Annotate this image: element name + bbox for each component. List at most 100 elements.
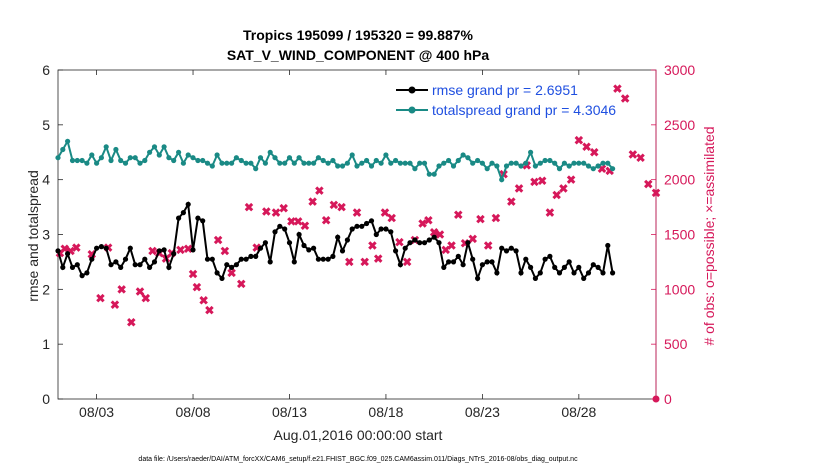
obs-marker-stroke	[352, 208, 362, 217]
y-right-tick-label: 1500	[664, 227, 695, 243]
obs-assimilated-marker	[300, 221, 310, 230]
totalspread-point	[84, 160, 90, 166]
obs-assimilated-marker	[476, 214, 485, 224]
y-left-tick-label: 6	[42, 62, 50, 78]
totalspread-point	[508, 160, 514, 166]
y-left-tick-label: 0	[42, 391, 50, 407]
obs-assimilated-marker	[613, 84, 622, 93]
totalspread-point	[69, 157, 76, 164]
rmse-point	[306, 247, 312, 253]
rmse-point	[84, 270, 90, 276]
obs-marker-stroke	[373, 254, 383, 263]
rmse-point	[441, 264, 447, 270]
rmse-point	[195, 215, 201, 221]
obs-marker-stroke	[213, 235, 223, 245]
rmse-point	[113, 259, 119, 265]
totalspread-point	[315, 155, 321, 161]
totalspread-point	[460, 152, 466, 158]
x-tick-label: 08/03	[79, 404, 114, 420]
obs-marker-stroke	[117, 285, 126, 294]
totalspread-point	[503, 163, 510, 169]
rmse-point	[503, 248, 510, 254]
totalspread-point	[556, 166, 563, 172]
obs-assimilated-marker	[620, 94, 630, 103]
rmse-point	[585, 270, 592, 276]
totalspread-point	[494, 163, 500, 169]
obs-assimilated-marker	[192, 282, 202, 292]
totalspread-point	[171, 157, 177, 164]
obs-assimilated-marker	[468, 234, 478, 244]
obs-marker-stroke	[315, 186, 324, 195]
totalspread-point	[475, 157, 481, 164]
obs-marker-stroke	[402, 257, 412, 267]
totalspread-point	[248, 160, 254, 166]
obs-assimilated-marker	[279, 203, 288, 213]
rmse-point	[566, 259, 572, 265]
totalspread-point	[200, 157, 206, 164]
rmse-point	[590, 262, 596, 268]
rmse-point	[257, 245, 264, 251]
rmse-point	[233, 262, 239, 268]
rmse-point	[450, 259, 457, 265]
rmse-point	[479, 262, 485, 268]
obs-assimilated-marker	[373, 254, 383, 263]
rmse-point	[460, 262, 466, 268]
rmse-point	[176, 215, 182, 221]
obs-marker-stroke	[483, 241, 493, 250]
obs-marker-stroke	[236, 279, 246, 289]
rmse-point	[513, 248, 519, 254]
right-axis: 0 500 1000 1500 2000 2500 3000	[651, 62, 695, 407]
obs-assimilated-marker	[345, 257, 354, 267]
obs-assimilated-marker	[96, 293, 105, 303]
rmse-point	[243, 256, 249, 262]
obs-assimilated-marker	[271, 208, 281, 217]
totalspread-series	[55, 138, 616, 183]
rmse-point	[426, 237, 432, 243]
totalspread-point	[470, 160, 476, 166]
obs-assimilated-marker	[148, 246, 157, 256]
x-tick-label: 08/18	[368, 404, 403, 420]
obs-assimilated-marker	[418, 219, 427, 228]
totalspread-point	[581, 160, 587, 166]
obs-marker-stroke	[476, 214, 485, 224]
obs-assimilated-marker	[590, 147, 599, 157]
rmse-point	[378, 226, 384, 232]
totalspread-point	[446, 157, 452, 164]
totalspread-point	[590, 166, 596, 172]
totalspread-point	[547, 157, 553, 164]
obs-assimilated-marker	[213, 235, 223, 245]
rmse-point	[393, 248, 399, 254]
totalspread-point	[238, 157, 244, 164]
totalspread-point	[122, 160, 129, 166]
obs-assimilated-marker	[321, 215, 331, 225]
totalspread-point	[393, 157, 399, 164]
totalspread-point	[528, 149, 534, 155]
rmse-point	[301, 242, 307, 249]
totalspread-point	[190, 155, 196, 161]
totalspread-point	[98, 155, 104, 161]
obs-marker-stroke	[613, 84, 622, 93]
totalspread-point	[552, 160, 558, 166]
obs-assimilated-marker	[380, 208, 390, 217]
totalspread-point	[127, 155, 133, 161]
obs-marker-stroke	[628, 150, 638, 159]
totalspread-point	[610, 166, 616, 172]
obs-marker-stroke	[220, 246, 230, 256]
totalspread-point	[185, 152, 191, 158]
rmse-point	[532, 275, 539, 281]
rmse-point	[561, 264, 568, 270]
totalspread-point	[431, 171, 437, 177]
rmse-point	[431, 234, 437, 240]
totalspread-point	[306, 160, 312, 166]
totalspread-point	[412, 166, 418, 172]
totalspread-point	[441, 160, 447, 166]
rmse-point	[267, 259, 273, 265]
obs-marker-stroke	[188, 269, 198, 279]
y-right-tick-label: 500	[664, 336, 688, 352]
obs-assimilated-marker	[135, 287, 145, 296]
rmse-point	[499, 245, 505, 251]
rmse-point	[282, 226, 288, 232]
totalspread-point	[359, 160, 365, 166]
obs-assimilated-marker	[644, 179, 653, 189]
